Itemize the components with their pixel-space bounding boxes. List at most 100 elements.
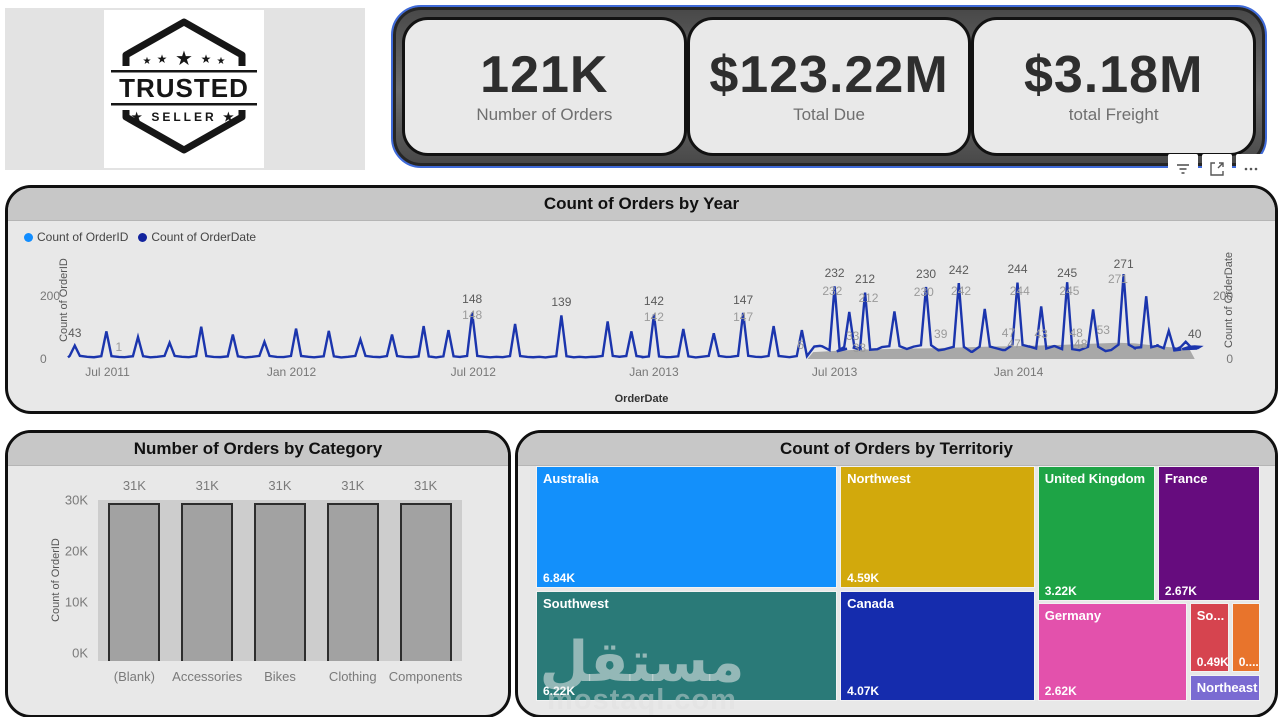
trusted-seller-logo: ★ ★ ★ ★ ★ TRUSTED ★ SELLER ★ xyxy=(104,10,264,168)
bar-slot-components: 31K Components xyxy=(389,478,463,684)
tile-label: So... xyxy=(1196,608,1225,624)
line-chart-header: Count of Orders by Year xyxy=(8,188,1275,221)
tile-label: United Kingdom xyxy=(1044,471,1146,486)
filter-icon[interactable] xyxy=(1168,154,1198,184)
tile-value: 0.49K xyxy=(1196,654,1229,669)
svg-text:★: ★ xyxy=(217,56,226,67)
kpi-value: $3.18M xyxy=(1023,45,1204,104)
bar-y-axis-tick-label: 0K xyxy=(72,645,88,661)
svg-text:★: ★ xyxy=(157,52,168,66)
tile-label: Southwest xyxy=(543,596,609,612)
bar-value-label: 31K xyxy=(268,478,292,493)
treemap-title: Count of Orders by Territoriy xyxy=(780,439,1013,458)
treemap-plot-area: Australia 6.84K Northwest 4.59K United Kingd… xyxy=(536,466,1260,701)
bar-chart-orders-by-category[interactable]: Number of Orders by Category Count of Or… xyxy=(5,430,511,717)
kpi-card-total-due[interactable]: $123.22M Total Due xyxy=(686,17,972,156)
bar-chart-header: Number of Orders by Category xyxy=(8,433,508,466)
more-options-icon[interactable] xyxy=(1236,154,1266,184)
svg-text:★: ★ xyxy=(175,48,193,70)
bar-y-axis-tick-label: 30K xyxy=(64,492,88,508)
bar-chart-plot-area: 31K (Blank) 31K Accessories 31K Bikes 31K Cloth… xyxy=(65,478,463,684)
y-axis-tick-label: 0 xyxy=(40,352,47,366)
bar-category-label: Accessories xyxy=(172,669,243,684)
legend-label: Count of OrderID xyxy=(37,230,129,244)
bar[interactable] xyxy=(326,502,379,661)
line-chart-plot-area[interactable]: 43 1 148 148 139 142 142 147 147 232 232 212 212 6 33 3… xyxy=(40,254,1233,379)
svg-text:★ SELLER ★: ★ SELLER ★ xyxy=(131,110,237,124)
bar-value-label: 31K xyxy=(122,478,146,493)
x-axis-tick-label: Jul 2013 xyxy=(811,365,858,379)
treemap-tile-australia[interactable]: Australia 6.84K xyxy=(536,466,838,589)
svg-text:★: ★ xyxy=(143,56,152,67)
tile-label: Northeast xyxy=(1196,679,1258,695)
bar-chart-title: Number of Orders by Category xyxy=(133,439,383,458)
bar-value-label: 31K xyxy=(341,478,365,493)
bar-slots: 31K (Blank) 31K Accessories 31K Bikes 31K Cloth… xyxy=(98,478,463,684)
bar-y-axis-tick-label: 20K xyxy=(64,543,88,559)
tile-value: 6.22K xyxy=(543,683,576,698)
bar-slot-clothing: 31K Clothing xyxy=(316,478,389,684)
trusted-seller-badge-icon: ★ ★ ★ ★ ★ TRUSTED ★ SELLER ★ xyxy=(109,18,259,154)
treemap-tile-so[interactable]: So... 0.49K xyxy=(1189,603,1229,672)
y-axis-tick-label: 0 xyxy=(1226,352,1233,366)
treemap-tile-germany[interactable]: Germany 2.62K xyxy=(1037,603,1187,701)
treemap-tile-canada[interactable]: Canada 4.07K xyxy=(840,591,1035,701)
tile-value: 4.07K xyxy=(847,683,880,698)
tile-label: Australia xyxy=(543,471,599,486)
x-axis-title: OrderDate xyxy=(614,393,669,405)
bar-y-axis-tick-label: 10K xyxy=(64,594,88,610)
kpi-container: 121K Number of Orders $123.22M Total Due… xyxy=(391,5,1267,168)
treemap-tile-northeast[interactable]: Northeast xyxy=(1189,674,1260,701)
bar-y-axis-title: Count of OrderID xyxy=(49,537,62,622)
kpi-label: total Freight xyxy=(1068,104,1159,124)
tile-value: 2.67K xyxy=(1164,583,1197,598)
legend-item[interactable]: Count of OrderDate xyxy=(138,230,256,244)
treemap-tile-unitedkingdom[interactable]: United Kingdom 3.22K xyxy=(1037,466,1155,601)
kpi-card-number-of-orders[interactable]: 121K Number of Orders xyxy=(402,17,687,156)
bar[interactable] xyxy=(108,502,161,661)
x-axis-tick-label: Jul 2012 xyxy=(450,365,496,379)
focus-mode-icon[interactable] xyxy=(1202,154,1232,184)
tile-value: 3.22K xyxy=(1044,583,1077,598)
bar-category-label: Clothing xyxy=(328,669,377,684)
tile-value: 2.62K xyxy=(1044,683,1077,698)
bar-value-label: 31K xyxy=(414,478,438,493)
tile-label: Germany xyxy=(1044,608,1102,624)
treemap-tile-france[interactable]: France 2.67K xyxy=(1157,466,1260,601)
line-chart-legend: Count of OrderID Count of OrderDate xyxy=(24,230,256,244)
treemap-header: Count of Orders by Territoriy xyxy=(518,433,1275,466)
bar-slot-blank: 31K (Blank) xyxy=(98,478,171,684)
treemap-orders-by-territory[interactable]: Count of Orders by Territoriy Australia 6… xyxy=(515,430,1278,717)
treemap-tile-0[interactable]: 0.... xyxy=(1231,603,1260,672)
legend-label: Count of OrderDate xyxy=(151,230,257,244)
legend-dot-icon xyxy=(138,232,148,242)
y-axis-title-right: Count of OrderDate xyxy=(1223,251,1235,348)
tile-label: Northwest xyxy=(847,471,911,486)
line-chart-orders-by-year[interactable]: Count of Orders by Year Count of OrderID… xyxy=(5,185,1278,414)
tile-value: 0.... xyxy=(1238,654,1259,669)
legend-dot-icon xyxy=(24,232,33,242)
line-chart-svg xyxy=(68,254,1197,359)
x-axis-tick-label: Jan 2013 xyxy=(629,365,679,379)
x-axis-tick-label: Jan 2012 xyxy=(266,365,317,379)
visual-header-toolbar xyxy=(1168,154,1266,184)
bar-slot-accessories: 31K Accessories xyxy=(171,478,244,684)
legend-item[interactable]: Count of OrderID xyxy=(24,230,128,244)
treemap-tile-northwest[interactable]: Northwest 4.59K xyxy=(840,466,1035,589)
bar[interactable] xyxy=(181,502,234,661)
x-axis-tick-label: Jul 2011 xyxy=(85,365,130,379)
line-chart-title: Count of Orders by Year xyxy=(543,194,740,213)
kpi-label: Total Due xyxy=(793,104,865,124)
kpi-card-total-freight[interactable]: $3.18M total Freight xyxy=(971,17,1257,156)
kpi-value: 121K xyxy=(480,45,609,104)
logo-card: ★ ★ ★ ★ ★ TRUSTED ★ SELLER ★ xyxy=(5,8,365,170)
tile-label: France xyxy=(1164,471,1208,486)
bar-slot-bikes: 31K Bikes xyxy=(244,478,317,684)
bar[interactable] xyxy=(399,502,452,661)
treemap-tile-southwest[interactable]: Southwest 6.22K xyxy=(536,591,838,701)
svg-text:TRUSTED: TRUSTED xyxy=(119,73,249,103)
bar-category-label: Bikes xyxy=(264,669,296,684)
bar[interactable] xyxy=(253,502,306,661)
x-axis-tick-label: Jan 2014 xyxy=(993,365,1044,379)
bar-value-label: 31K xyxy=(195,478,219,493)
